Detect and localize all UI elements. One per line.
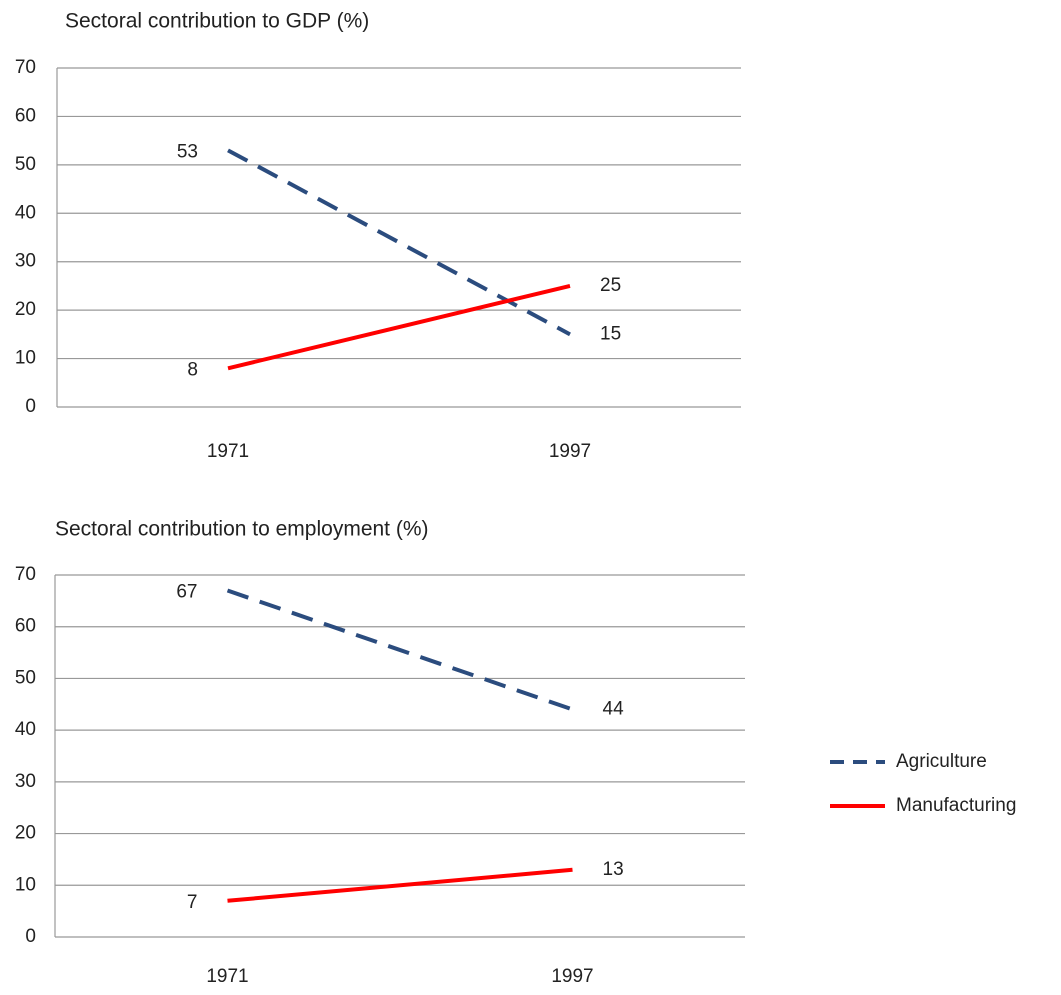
data-label: 44 [603,698,625,719]
series-line [227,148,571,337]
y-tick-label: 30 [15,771,36,792]
y-tick-label: 0 [25,926,36,947]
y-tick-label: 70 [15,57,36,78]
x-tick-label: 1997 [551,966,593,987]
data-label: 8 [187,359,198,380]
chart-title: Sectoral contribution to GDP (%) [65,10,369,33]
data-label: 7 [187,892,198,913]
series-line [227,867,573,903]
y-tick-label: 10 [15,348,36,369]
legend-label: Manufacturing [896,795,1016,816]
y-tick-label: 10 [15,874,36,895]
y-tick-label: 0 [25,396,36,417]
data-label: 13 [603,859,624,880]
y-tick-label: 40 [15,719,36,740]
series-line [226,588,574,712]
y-tick-label: 50 [15,667,36,688]
chart-title: Sectoral contribution to employment (%) [55,518,429,541]
x-tick-label: 1997 [549,441,591,462]
legend-label: Agriculture [896,751,987,772]
data-label: 67 [176,582,197,603]
x-tick-label: 1971 [206,966,248,987]
series-line [227,283,571,371]
y-tick-label: 60 [15,105,36,126]
y-tick-label: 70 [15,564,36,585]
data-label: 15 [600,323,621,344]
y-tick-label: 40 [15,202,36,223]
data-label: 53 [177,141,198,162]
y-tick-label: 20 [15,299,36,320]
y-tick-label: 50 [15,154,36,175]
y-tick-label: 30 [15,251,36,272]
y-tick-label: 60 [15,616,36,637]
data-label: 25 [600,275,621,296]
y-tick-label: 20 [15,823,36,844]
x-tick-label: 1971 [207,441,249,462]
